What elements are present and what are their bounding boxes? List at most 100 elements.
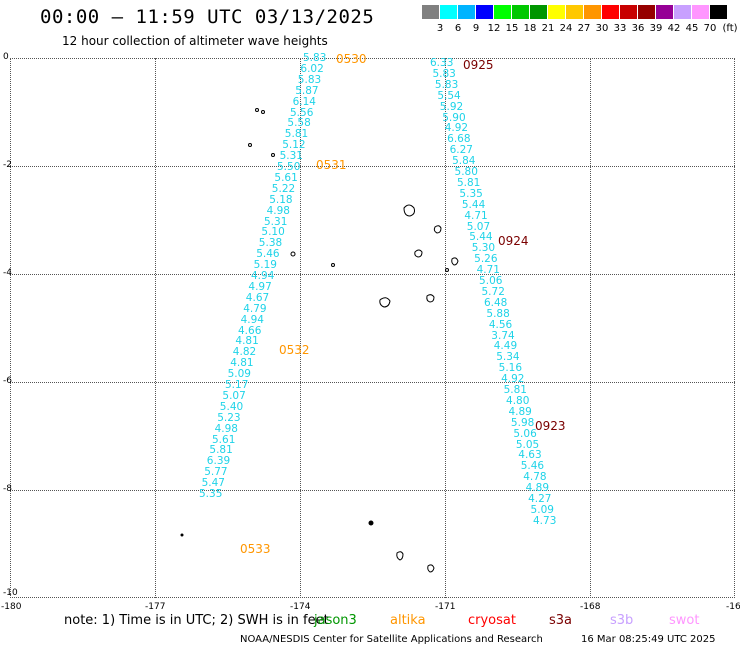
wave-height-value: 5.07	[222, 389, 246, 402]
scale-label: 45	[685, 23, 699, 34]
wave-height-value: 5.47	[201, 477, 225, 490]
scale-label: 21	[541, 23, 555, 34]
wave-height-value: 5.50	[277, 161, 301, 173]
wave-height-value: 5.88	[486, 307, 510, 320]
wave-height-value: 5.80	[454, 166, 478, 178]
satellite-legend-item: s3a	[549, 613, 573, 628]
scale-label: 6	[454, 23, 462, 34]
footnote: note: 1) Time is in UTC; 2) SWH is in fe…	[64, 613, 329, 628]
wave-height-value: 5.61	[212, 433, 236, 446]
scale-swatch	[458, 5, 475, 19]
wave-height-value: 5.26	[474, 253, 498, 266]
scale-swatch	[512, 5, 529, 19]
y-tick-label: 0	[3, 52, 9, 62]
wave-height-value: 4.49	[493, 340, 518, 353]
wave-height-value: 4.92	[444, 122, 469, 135]
map-subtitle: 12 hour collection of altimeter wave hei…	[62, 34, 328, 48]
wave-height-value: 5.81	[503, 384, 527, 396]
wave-height-value: 5.35	[459, 187, 483, 200]
wave-height-value: 5.31	[279, 150, 303, 163]
wave-height-value: 4.78	[523, 471, 547, 484]
scale-swatch	[656, 5, 673, 19]
longitude-gridline	[590, 58, 591, 598]
wave-height-value: 5.81	[284, 128, 309, 141]
wave-height-value: 5.84	[452, 155, 476, 168]
wave-height-value: 4.97	[248, 280, 272, 293]
y-tick-label: -2	[3, 160, 12, 170]
wave-height-value: 5.54	[437, 89, 461, 102]
scale-swatch	[494, 5, 511, 19]
wave-height-value: 4.94	[240, 313, 264, 326]
plot-frame	[10, 58, 735, 598]
wave-height-value: 5.31	[264, 215, 288, 228]
wave-height-value: 5.05	[515, 438, 540, 451]
wave-height-value: 5.06	[513, 427, 537, 440]
y-tick-label: -8	[3, 484, 12, 494]
wave-height-value: 5.77	[204, 466, 228, 479]
wave-height-value: 4.79	[243, 302, 267, 315]
pass-time-label: 0925	[463, 58, 494, 72]
wave-height-value: 4.67	[245, 291, 270, 304]
wave-height-value: 4.92	[501, 373, 525, 386]
satellite-legend-item: jason3	[314, 613, 357, 628]
wave-height-value: 4.73	[533, 514, 557, 527]
wave-height-value: 5.81	[456, 176, 481, 189]
wave-height-value: 4.71	[476, 264, 500, 277]
scale-swatch	[710, 5, 727, 19]
wave-height-value: 5.17	[225, 379, 249, 391]
wave-height-value: 5.35	[199, 488, 223, 500]
x-tick-label: -171	[435, 602, 456, 612]
wave-height-value: 5.09	[530, 503, 554, 516]
satellite-legend-item: altika	[390, 613, 426, 628]
wave-height-value: 3.74	[491, 329, 515, 342]
scale-swatch	[674, 5, 691, 19]
scale-label: 70	[703, 23, 717, 34]
wave-height-value: 5.46	[256, 248, 280, 261]
wave-height-value: 4.94	[251, 270, 275, 282]
scale-swatch	[422, 5, 439, 19]
scale-label: 15	[505, 23, 519, 34]
wave-height-value: 6.14	[292, 95, 316, 108]
wave-height-value: 5.09	[227, 368, 251, 381]
pass-time-label: 0530	[336, 52, 367, 66]
satellite-legend-item: s3b	[610, 613, 634, 628]
x-tick-label: -168	[580, 602, 601, 612]
wave-height-value: 5.83	[297, 73, 322, 86]
wave-height-value: 5.34	[496, 351, 520, 364]
x-tick-label: -174	[290, 602, 311, 612]
wave-height-value: 6.02	[300, 62, 324, 75]
latitude-gridline	[10, 490, 735, 491]
wave-height-value: 6.33	[430, 57, 454, 69]
scale-swatch	[638, 5, 655, 19]
wave-height-value: 4.81	[230, 357, 254, 370]
wave-height-value: 4.98	[214, 422, 238, 435]
wave-height-value: 6.27	[449, 144, 473, 157]
pass-time-label: 0533	[240, 542, 271, 556]
scale-swatch	[440, 5, 457, 19]
scale-swatch	[476, 5, 493, 19]
scale-unit: (ft)	[722, 23, 738, 34]
map-title: 00:00 – 11:59 UTC 03/13/2025	[40, 6, 375, 28]
pass-time-label: 0532	[279, 343, 310, 357]
wave-height-value: 5.30	[471, 242, 496, 255]
y-tick-label: -6	[3, 376, 12, 386]
wave-height-value: 5.98	[510, 416, 535, 429]
wave-height-value: 5.06	[479, 275, 503, 287]
longitude-gridline	[445, 58, 446, 598]
wave-height-value: 5.07	[466, 220, 491, 233]
scale-swatch	[602, 5, 619, 19]
x-tick-label: -180	[1, 602, 22, 612]
wave-height-value: 5.87	[295, 84, 319, 97]
scale-swatch	[530, 5, 547, 19]
wave-height-value: 4.89	[525, 482, 550, 495]
scale-label: 39	[649, 23, 663, 34]
latitude-gridline	[10, 382, 735, 383]
credit-line: NOAA/NESDIS Center for Satellite Applica…	[240, 634, 543, 645]
scale-label: 24	[559, 23, 573, 34]
wave-height-value: 4.80	[506, 394, 530, 407]
scale-label: 36	[631, 23, 645, 34]
generated-timestamp: 16 Mar 08:25:49 UTC 2025	[581, 634, 716, 645]
scale-swatch	[566, 5, 583, 19]
scale-label: 30	[595, 23, 609, 34]
